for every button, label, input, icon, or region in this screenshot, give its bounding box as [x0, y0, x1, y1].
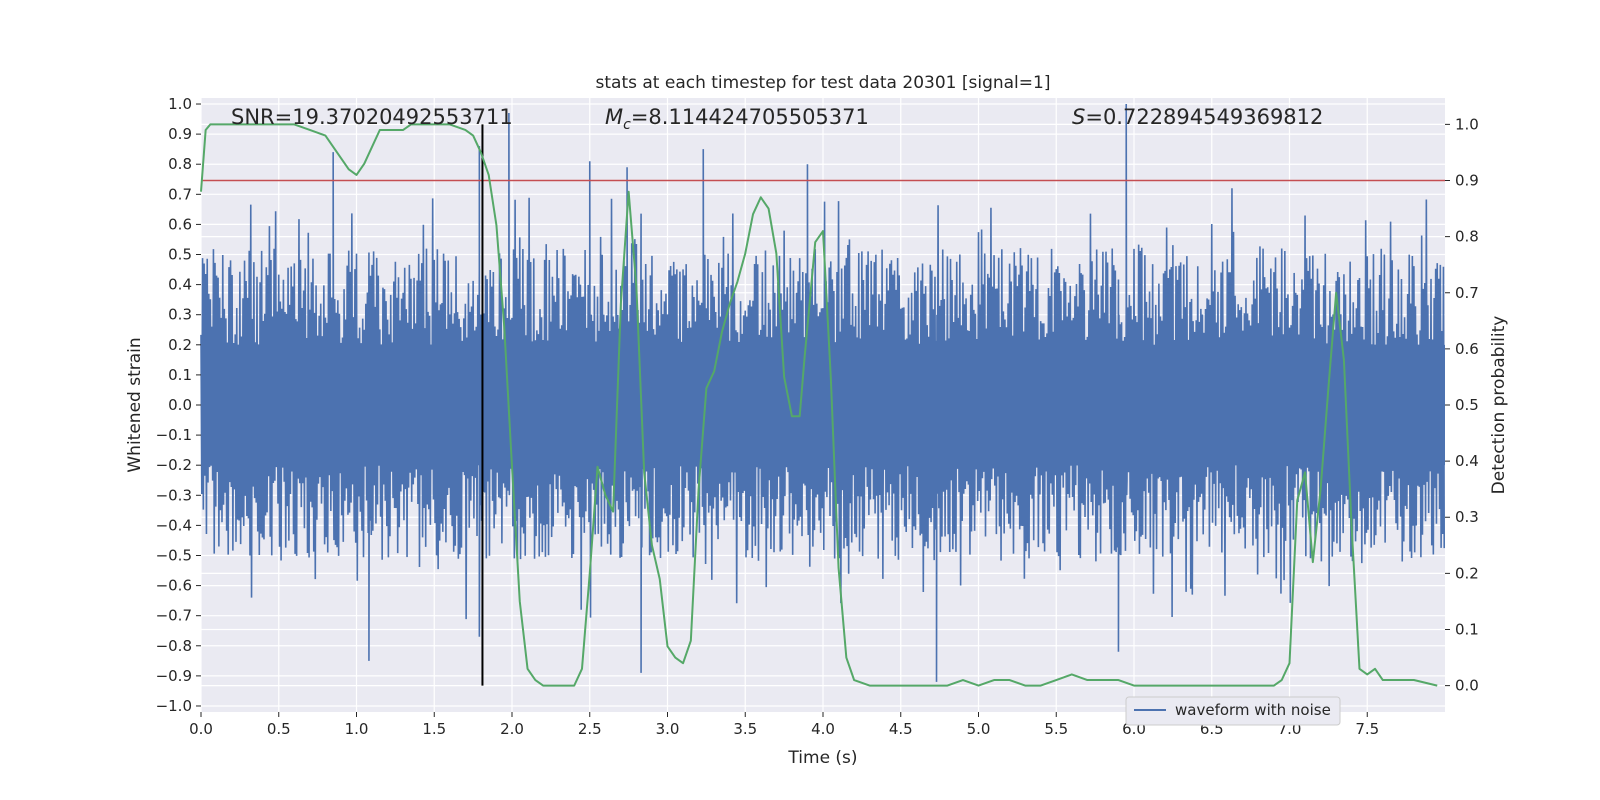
s-value: =0.722894549369812 — [1085, 105, 1323, 129]
y-tick-label: 0.6 — [168, 215, 192, 233]
legend-box — [1125, 696, 1341, 726]
x-tick-label: 5.5 — [1044, 720, 1068, 738]
s-annotation: S=0.722894549369812 — [1072, 105, 1323, 129]
y2-tick-label: 0.5 — [1455, 396, 1479, 414]
y-tick-label: 1.0 — [168, 95, 192, 113]
x-tick-label: 1.0 — [345, 720, 369, 738]
chart-title: stats at each timestep for test data 203… — [596, 73, 1051, 93]
y-tick-label: −0.2 — [156, 456, 192, 474]
y-tick-label: 0.3 — [168, 306, 192, 324]
x-tick-label: 4.5 — [889, 720, 913, 738]
y-axis-title: Whitened strain — [125, 337, 145, 472]
y-tick-label: 0.0 — [168, 396, 192, 414]
y-tick-label: −0.4 — [156, 516, 192, 534]
x-tick-label: 3.0 — [656, 720, 680, 738]
y-tick-label: 0.7 — [168, 185, 192, 203]
y2-tick-label: 1.0 — [1455, 115, 1479, 133]
y-tick-label: 0.8 — [168, 155, 192, 173]
probability-series — [200, 123, 1438, 687]
waveform-line — [200, 104, 1446, 682]
x-tick-label: 3.5 — [733, 720, 757, 738]
snr-annotation: SNR=19.37020492553711 — [231, 105, 513, 129]
y-tick-label: −0.9 — [156, 667, 192, 685]
mc-subscript: c — [623, 117, 631, 133]
x-tick-label: 0.0 — [189, 720, 213, 738]
y2-tick-label: 0.0 — [1455, 677, 1479, 695]
y2-tick-label: 0.9 — [1455, 172, 1479, 190]
y-tick-label: −1.0 — [156, 697, 192, 715]
x-axis-title: Time (s) — [787, 748, 857, 768]
mc-value: =8.114424705505371 — [631, 105, 869, 129]
y-tick-label: 0.2 — [168, 336, 192, 354]
y2-tick-label: 0.6 — [1455, 340, 1479, 358]
y-tick-label: 0.9 — [168, 125, 192, 143]
waveform-series — [200, 104, 1446, 682]
x-tick-label: 0.5 — [267, 720, 291, 738]
y2-tick-label: 0.4 — [1455, 452, 1479, 470]
detection-probability-line — [200, 123, 1438, 687]
y2-tick-label: 0.1 — [1455, 620, 1479, 638]
x-tick-label: 7.5 — [1355, 720, 1379, 738]
y-tick-label: 0.4 — [168, 276, 192, 294]
y-tick-label: −0.1 — [156, 426, 192, 444]
y-tick-label: 0.1 — [168, 366, 192, 384]
y-tick-label: −0.6 — [156, 577, 192, 595]
y2-tick-label: 0.7 — [1455, 284, 1479, 302]
y-tick-label: −0.3 — [156, 486, 192, 504]
y-tick-label: −0.5 — [156, 546, 192, 564]
y-tick-label: −0.8 — [156, 637, 192, 655]
legend: waveform with noise — [1125, 696, 1341, 726]
mc-annotation: Mc=8.114424705505371 — [605, 105, 869, 133]
x-tick-label: 2.5 — [578, 720, 602, 738]
x-tick-label: 5.0 — [967, 720, 991, 738]
legend-entry-waveform: waveform with noise — [1175, 701, 1331, 719]
y-tick-label: 0.5 — [168, 246, 192, 264]
x-tick-label: 1.5 — [422, 720, 446, 738]
y2-tick-label: 0.8 — [1455, 228, 1479, 246]
tick-layer: 0.0 0.5 1.0 1.5 2.0 2.5 3.0 3.5 4.0 4.5 5.0 5.5 6.0 6… — [156, 95, 1479, 738]
x-tick-label: 4.0 — [811, 720, 835, 738]
y2-tick-label: 0.3 — [1455, 508, 1479, 526]
y2-axis-title: Detection probability — [1489, 316, 1509, 495]
y2-tick-label: 0.2 — [1455, 564, 1479, 582]
s-symbol: S — [1072, 105, 1085, 129]
x-tick-label: 2.0 — [500, 720, 524, 738]
y-tick-label: −0.7 — [156, 607, 192, 625]
mc-symbol: M — [605, 105, 623, 129]
